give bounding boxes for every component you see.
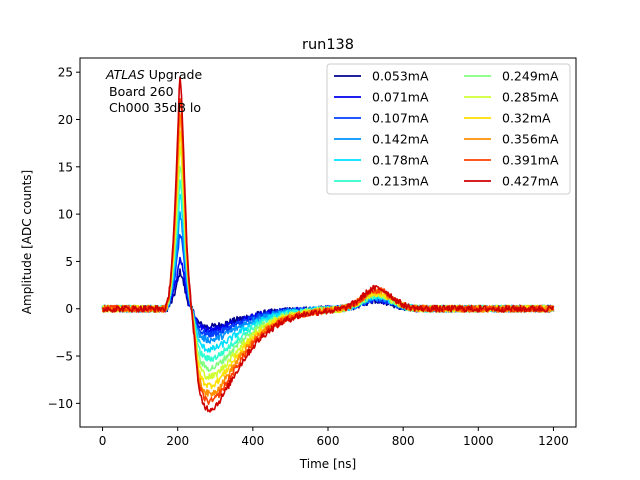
y-tick-label: 25 (58, 66, 73, 80)
x-axis-ticks: 0 200 400 600 800 1000 1200 (99, 427, 569, 448)
legend-label: 0.142mA (372, 132, 429, 147)
x-tick-label: 0 (99, 434, 107, 448)
legend: 0.053mA 0.071mA 0.107mA 0.142mA 0.178mA 0.213… (326, 63, 571, 195)
chart-title: run138 (302, 37, 354, 53)
annotation-line-2: Board 260 (109, 84, 174, 99)
y-tick-label: 15 (58, 160, 73, 174)
y-tick-label: 0 (65, 302, 73, 316)
annotation-atlas: ATLAS (105, 67, 145, 82)
annotation-upgrade: Upgrade (145, 67, 203, 82)
legend-label: 0.356mA (502, 132, 559, 147)
y-axis-label: Amplitude [ADC counts] (20, 170, 34, 314)
x-tick-label: 1200 (538, 434, 569, 448)
x-tick-label: 1000 (463, 434, 494, 448)
x-tick-label: 600 (317, 434, 340, 448)
y-tick-label: 5 (65, 255, 73, 269)
legend-label: 0.32mA (502, 111, 551, 126)
atlas-annotation: ATLAS Upgrade Board 260 Ch000 35dB lo (105, 67, 202, 115)
series-layer (101, 76, 555, 413)
x-tick-label: 800 (392, 434, 415, 448)
series-line-12 (101, 76, 555, 413)
legend-label: 0.213mA (372, 174, 429, 189)
x-tick-label: 200 (166, 434, 189, 448)
legend-label: 0.391mA (502, 153, 559, 168)
legend-label: 0.053mA (372, 69, 429, 84)
y-tick-label: 10 (58, 208, 73, 222)
y-tick-label: −10 (48, 397, 73, 411)
x-axis-label: Time [ns] (299, 457, 356, 471)
legend-label: 0.071mA (372, 90, 429, 105)
y-tick-label: 20 (58, 113, 73, 127)
annotation-line-1: ATLAS Upgrade (105, 67, 202, 82)
legend-label: 0.249mA (502, 69, 559, 84)
legend-label: 0.427mA (502, 174, 559, 189)
y-tick-label: −5 (55, 350, 73, 364)
x-tick-label: 400 (241, 434, 264, 448)
annotation-line-3: Ch000 35dB lo (109, 100, 201, 115)
y-axis-ticks: −10 −5 0 5 10 15 20 25 (48, 66, 80, 411)
legend-label: 0.285mA (502, 90, 559, 105)
legend-label: 0.107mA (372, 111, 429, 126)
legend-frame (326, 63, 571, 195)
legend-label: 0.178mA (372, 153, 429, 168)
